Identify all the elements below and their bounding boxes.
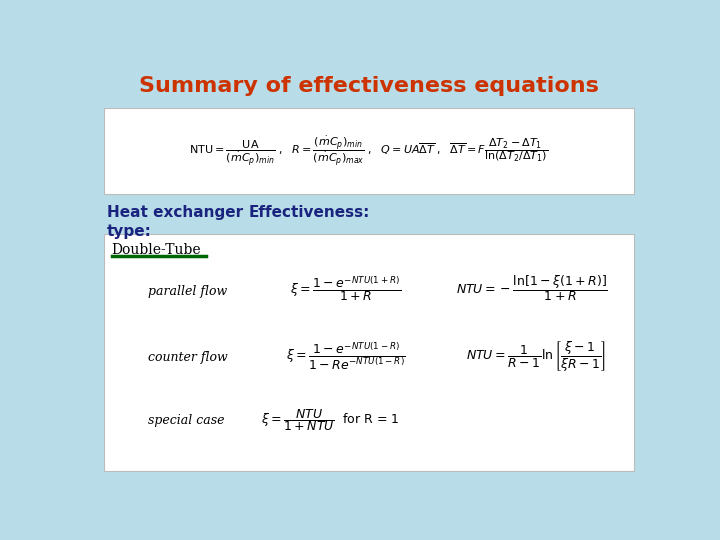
FancyBboxPatch shape <box>104 108 634 194</box>
Text: Summary of effectiveness equations: Summary of effectiveness equations <box>139 76 599 96</box>
Text: special case: special case <box>148 414 225 427</box>
Text: Heat exchanger
type:: Heat exchanger type: <box>107 205 243 239</box>
Text: Effectiveness:: Effectiveness: <box>249 205 370 220</box>
Text: Double-Tube: Double-Tube <box>112 244 202 258</box>
Text: $NTU = -\dfrac{\ln[1-\xi(1+R)]}{1+R}$: $NTU = -\dfrac{\ln[1-\xi(1+R)]}{1+R}$ <box>456 273 608 303</box>
Text: $NTU = \dfrac{1}{R-1}\ln\left[\dfrac{\xi-1}{\xi R-1}\right]$: $NTU = \dfrac{1}{R-1}\ln\left[\dfrac{\xi… <box>466 339 606 373</box>
Text: parallel flow: parallel flow <box>148 286 228 299</box>
FancyBboxPatch shape <box>104 234 634 471</box>
Text: $\xi = \dfrac{NTU}{1+NTU}$  for R = 1: $\xi = \dfrac{NTU}{1+NTU}$ for R = 1 <box>261 408 400 434</box>
Text: counter flow: counter flow <box>148 351 228 364</box>
Text: $\mathrm{NTU} = \dfrac{\mathrm{UA}}{(\dot{m}C_p)_{min}}$$\ ,\ \ R = \dfrac{(\dot: $\mathrm{NTU} = \dfrac{\mathrm{UA}}{(\do… <box>189 134 549 168</box>
Text: $\xi = \dfrac{1-e^{-NTU(1-R)}}{1-Re^{-NTU(1-R)}}$: $\xi = \dfrac{1-e^{-NTU(1-R)}}{1-Re^{-NT… <box>286 340 405 372</box>
Text: $\xi = \dfrac{1-e^{-NTU(1+R)}}{1+R}$: $\xi = \dfrac{1-e^{-NTU(1+R)}}{1+R}$ <box>290 274 401 302</box>
